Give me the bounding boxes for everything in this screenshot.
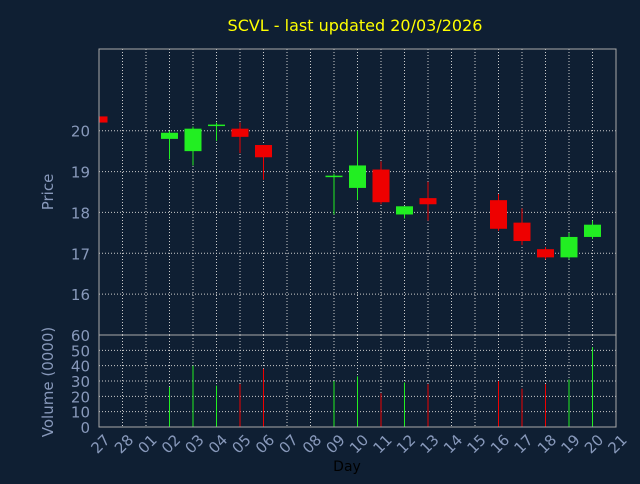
candles [98,116,601,260]
candle [419,181,437,221]
candle-body [584,224,601,237]
candle [537,247,554,260]
candle [372,161,390,205]
volume-axis-label: Volume (0000) [39,327,57,437]
x-tick-label: 10 [346,431,372,457]
candle [584,220,601,239]
candle [490,194,507,231]
candle-body [325,175,343,178]
price-tick-label: 20 [71,123,90,141]
x-tick-label: 14 [440,431,466,457]
x-tick-label: 16 [487,431,513,457]
x-tick-label: 01 [135,431,161,457]
x-tick-label: 11 [370,431,396,457]
x-tick-label: 04 [205,431,231,457]
x-tick-label: 03 [182,431,208,457]
candle [349,130,366,201]
volume-panel-frame [98,334,617,428]
candle-body [396,206,413,215]
candle-body [349,165,366,188]
volume-tick-label: 60 [71,327,90,345]
candle [325,173,343,215]
candle-body [161,132,178,139]
volume-tick-label: 20 [71,388,90,406]
x-axis-ticks: 2728010203040506070809101112131415161718… [88,431,631,457]
price-axis-label: Price [39,174,57,211]
candle-body [537,249,554,258]
x-tick-label: 27 [88,431,114,457]
x-tick-label: 19 [558,431,584,457]
chart-title: SCVL - last updated 20/03/2026 [228,16,483,35]
candle-body [255,145,272,158]
volume-tick-label: 30 [71,373,90,391]
candle-body [490,200,507,229]
candle [255,145,272,180]
price-tick-label: 17 [71,245,90,263]
price-tick-label: 16 [71,286,90,304]
candle [208,122,225,141]
candle [231,122,249,154]
candle [98,116,108,123]
price-tick-label: 18 [71,204,90,222]
x-tick-label: 06 [252,431,278,457]
candle [184,126,202,166]
x-tick-label: 09 [323,431,349,457]
candle-body [513,222,531,242]
x-tick-label: 17 [511,431,537,457]
volume-tick-label: 0 [80,419,90,437]
x-tick-label: 02 [158,431,184,457]
x-tick-label: 05 [229,431,255,457]
price-tick-label: 19 [71,164,90,182]
candle-body [231,128,249,137]
candle-body [419,198,437,205]
volume-bars [169,347,593,427]
x-tick-label: 13 [417,431,443,457]
x-tick-label: 07 [276,431,302,457]
price-y-axis-ticks: 16 17 18 19 20 [71,123,90,304]
volume-tick-label: 40 [71,358,90,376]
x-tick-label: 28 [111,431,137,457]
x-tick-label: 20 [581,431,607,457]
candle-body [372,169,390,203]
x-tick-label: 15 [464,431,490,457]
x-tick-label: 12 [393,431,419,457]
candle [513,208,531,246]
candle-body [184,128,202,152]
x-axis-label: Day [333,459,361,475]
volume-tick-label: 50 [71,342,90,360]
x-tick-label: 08 [299,431,325,457]
candle [560,232,578,260]
candle-body [560,236,578,258]
candle [161,130,178,160]
candle-body [99,116,108,123]
candle-body [208,124,225,127]
volume-tick-label: 10 [71,404,90,422]
x-tick-label: 18 [534,431,560,457]
candle [396,206,413,219]
x-tick-label: 21 [605,431,631,457]
